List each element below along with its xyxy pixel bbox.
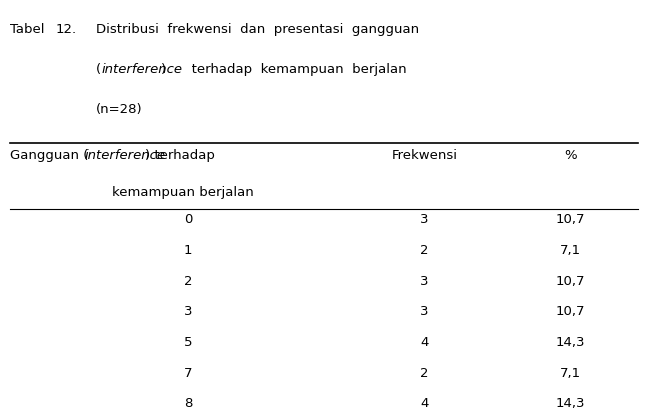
Text: 10,7: 10,7 bbox=[555, 305, 585, 318]
Text: (n=28): (n=28) bbox=[96, 103, 143, 116]
Text: 2: 2 bbox=[183, 275, 192, 288]
Text: 3: 3 bbox=[420, 213, 429, 226]
Text: Gangguan (: Gangguan ( bbox=[10, 149, 88, 162]
Text: interference: interference bbox=[84, 149, 165, 162]
Text: interference: interference bbox=[102, 63, 183, 76]
Text: 5: 5 bbox=[183, 336, 192, 349]
Text: 2: 2 bbox=[420, 244, 429, 257]
Text: 4: 4 bbox=[421, 397, 428, 410]
Text: 3: 3 bbox=[420, 305, 429, 318]
Text: Distribusi  frekwensi  dan  presentasi  gangguan: Distribusi frekwensi dan presentasi gang… bbox=[96, 23, 419, 36]
Text: 10,7: 10,7 bbox=[555, 275, 585, 288]
Text: 12.: 12. bbox=[55, 23, 76, 36]
Text: 2: 2 bbox=[420, 367, 429, 380]
Text: 0: 0 bbox=[184, 213, 192, 226]
Text: 10,7: 10,7 bbox=[555, 213, 585, 226]
Text: %: % bbox=[564, 149, 577, 162]
Text: ) terhadap: ) terhadap bbox=[145, 149, 214, 162]
Text: )      terhadap  kemampuan  berjalan: ) terhadap kemampuan berjalan bbox=[161, 63, 407, 76]
Text: Tabel: Tabel bbox=[10, 23, 44, 36]
Text: Frekwensi: Frekwensi bbox=[391, 149, 457, 162]
Text: 7,1: 7,1 bbox=[560, 367, 581, 380]
Text: 1: 1 bbox=[183, 244, 192, 257]
Text: 7,1: 7,1 bbox=[560, 244, 581, 257]
Text: (: ( bbox=[96, 63, 101, 76]
Text: 3: 3 bbox=[183, 305, 192, 318]
Text: 14,3: 14,3 bbox=[555, 397, 585, 410]
Text: 14,3: 14,3 bbox=[555, 336, 585, 349]
Text: 7: 7 bbox=[183, 367, 192, 380]
Text: 8: 8 bbox=[184, 397, 192, 410]
Text: 4: 4 bbox=[421, 336, 428, 349]
Text: kemampuan berjalan: kemampuan berjalan bbox=[112, 186, 254, 199]
Text: 3: 3 bbox=[420, 275, 429, 288]
